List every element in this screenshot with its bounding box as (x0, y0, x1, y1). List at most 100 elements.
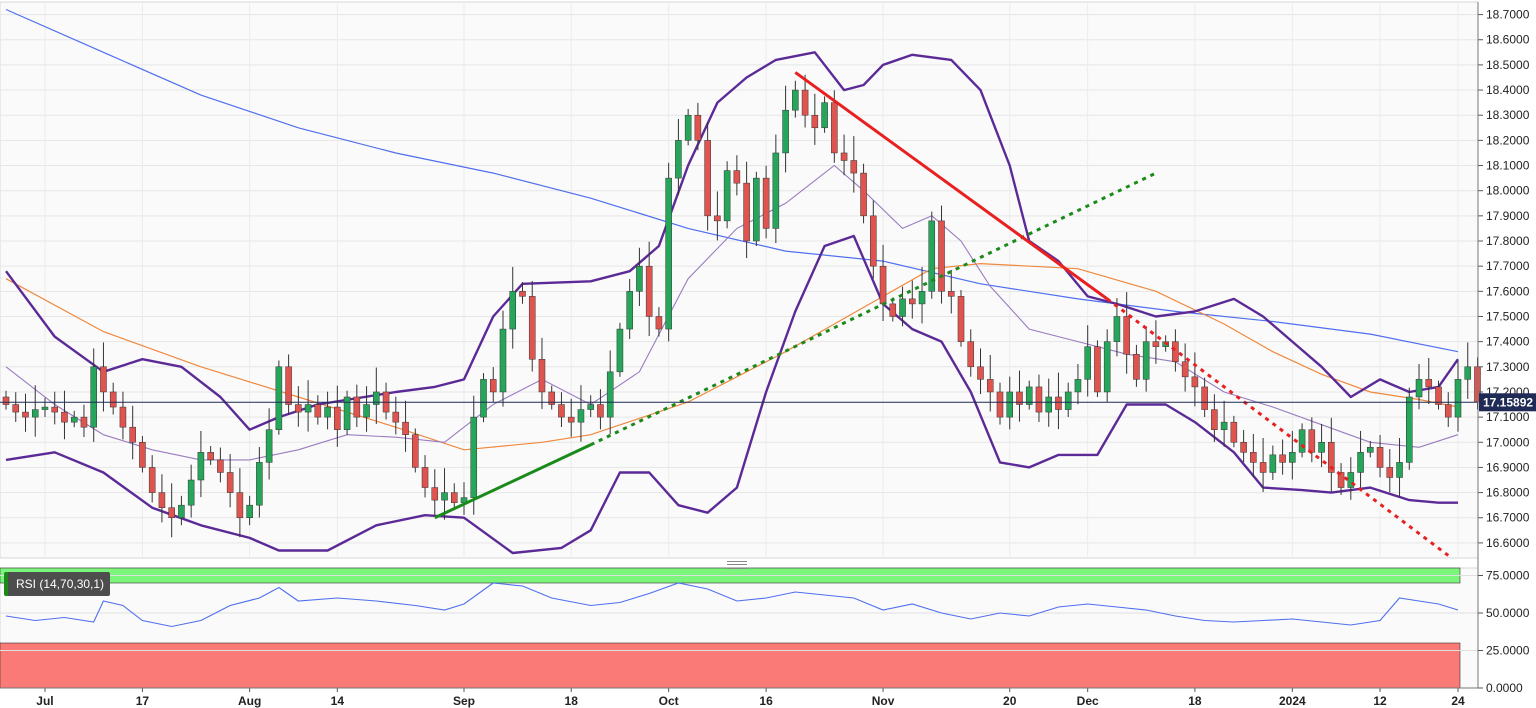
candle-body (129, 426, 136, 443)
candle-body (616, 328, 624, 373)
candle-body (1289, 452, 1296, 463)
panel-resize-handle[interactable] (727, 561, 747, 569)
candle-body (1103, 341, 1111, 393)
y-tick-label: 18.3000 (1486, 108, 1530, 122)
candle-body (840, 152, 848, 161)
x-tick-label: 12 (1373, 694, 1387, 708)
candle-body (996, 391, 1004, 418)
candle-body (831, 102, 838, 154)
candle-body (801, 89, 809, 116)
candle-body (1181, 361, 1189, 378)
candle-body (402, 421, 409, 435)
y-tick-label: 17.4000 (1486, 335, 1530, 349)
y-tick-label: 16.7000 (1486, 511, 1530, 525)
current-price-label: 17.15892 (1483, 395, 1533, 409)
candle-body (723, 170, 731, 222)
candle-body (1435, 386, 1442, 405)
indicator-lines (5, 8, 1459, 555)
candle-body (528, 296, 536, 360)
candle-body (324, 406, 331, 418)
candle-body (792, 89, 799, 111)
candle-body (1279, 454, 1286, 463)
candle-body (1464, 366, 1472, 380)
y-tick-label: 18.4000 (1486, 83, 1530, 97)
candle-body (304, 404, 312, 413)
candle-body (762, 177, 770, 229)
x-tick-label: Aug (238, 694, 261, 708)
candle-body (499, 328, 507, 393)
candle-body (1269, 454, 1277, 473)
rsi-oversold-zone (0, 642, 1461, 689)
candles (2, 74, 1481, 538)
candle-body (314, 404, 322, 418)
candle-body (2, 396, 10, 405)
candle-body (1444, 404, 1452, 418)
candle-body (938, 220, 945, 292)
candle-body (226, 472, 234, 493)
candle-body (1406, 396, 1413, 463)
rsi-line (5, 582, 1459, 628)
candle-body (119, 406, 127, 428)
x-tick-label: 24 (1451, 694, 1465, 708)
y-tick-label: 18.0000 (1486, 184, 1530, 198)
candle-body (1328, 442, 1335, 473)
candle-body (207, 452, 214, 461)
candle-body (1006, 391, 1014, 418)
candle-body (1240, 442, 1247, 453)
candle-body (1123, 316, 1130, 355)
candle-body (899, 298, 906, 317)
y-tick-label: 17.7000 (1486, 259, 1530, 273)
candle-body (879, 265, 887, 305)
candle-body (1415, 379, 1423, 398)
candle-body (373, 391, 380, 405)
candle-body (655, 316, 663, 330)
candle-body (197, 452, 205, 481)
candle-body (265, 429, 273, 463)
candle-body (811, 114, 819, 129)
candle-body (100, 366, 107, 393)
x-tick-label: Dec (1077, 694, 1099, 708)
candle-body (587, 404, 594, 410)
x-tick-label: 14 (331, 694, 345, 708)
candle-body (606, 371, 614, 418)
candle-body (1298, 429, 1306, 453)
candle-body (51, 406, 58, 413)
candle-body (1201, 386, 1208, 410)
candle-body (704, 140, 711, 217)
candle-body (275, 366, 283, 430)
candle-body (509, 291, 517, 330)
candle-body (1347, 472, 1355, 488)
candle-body (714, 215, 721, 222)
candle-body (928, 220, 936, 292)
candle-body (567, 416, 575, 423)
candle-body (1308, 429, 1316, 453)
candle-body (343, 396, 351, 430)
candle-body (957, 296, 965, 342)
candle-body (12, 404, 20, 413)
candle-body (626, 291, 633, 330)
candle-body (1133, 353, 1140, 380)
main-grid (0, 1, 1479, 688)
candle-body (217, 459, 224, 473)
boll-upper-line (5, 51, 1459, 431)
rsi-tick-label: 25.0000 (1486, 644, 1530, 658)
candle-body (256, 462, 263, 506)
candle-body (1113, 316, 1121, 342)
candle-body (41, 406, 49, 410)
candle-body (645, 265, 653, 317)
candle-body (421, 467, 429, 488)
candle-body (109, 391, 117, 408)
candle-body (431, 487, 439, 501)
candle-body (1055, 396, 1062, 410)
rsi-tick-label: 50.0000 (1486, 606, 1530, 620)
candle-body (733, 170, 741, 184)
current-price-tag (1479, 393, 1536, 412)
candle-body (450, 492, 458, 503)
candle-body (148, 467, 156, 493)
y-tick-label: 17.3000 (1486, 360, 1530, 374)
candle-body (1337, 472, 1345, 488)
candle-body (295, 404, 302, 413)
candle-body (1211, 409, 1218, 430)
candle-body (1025, 386, 1033, 405)
